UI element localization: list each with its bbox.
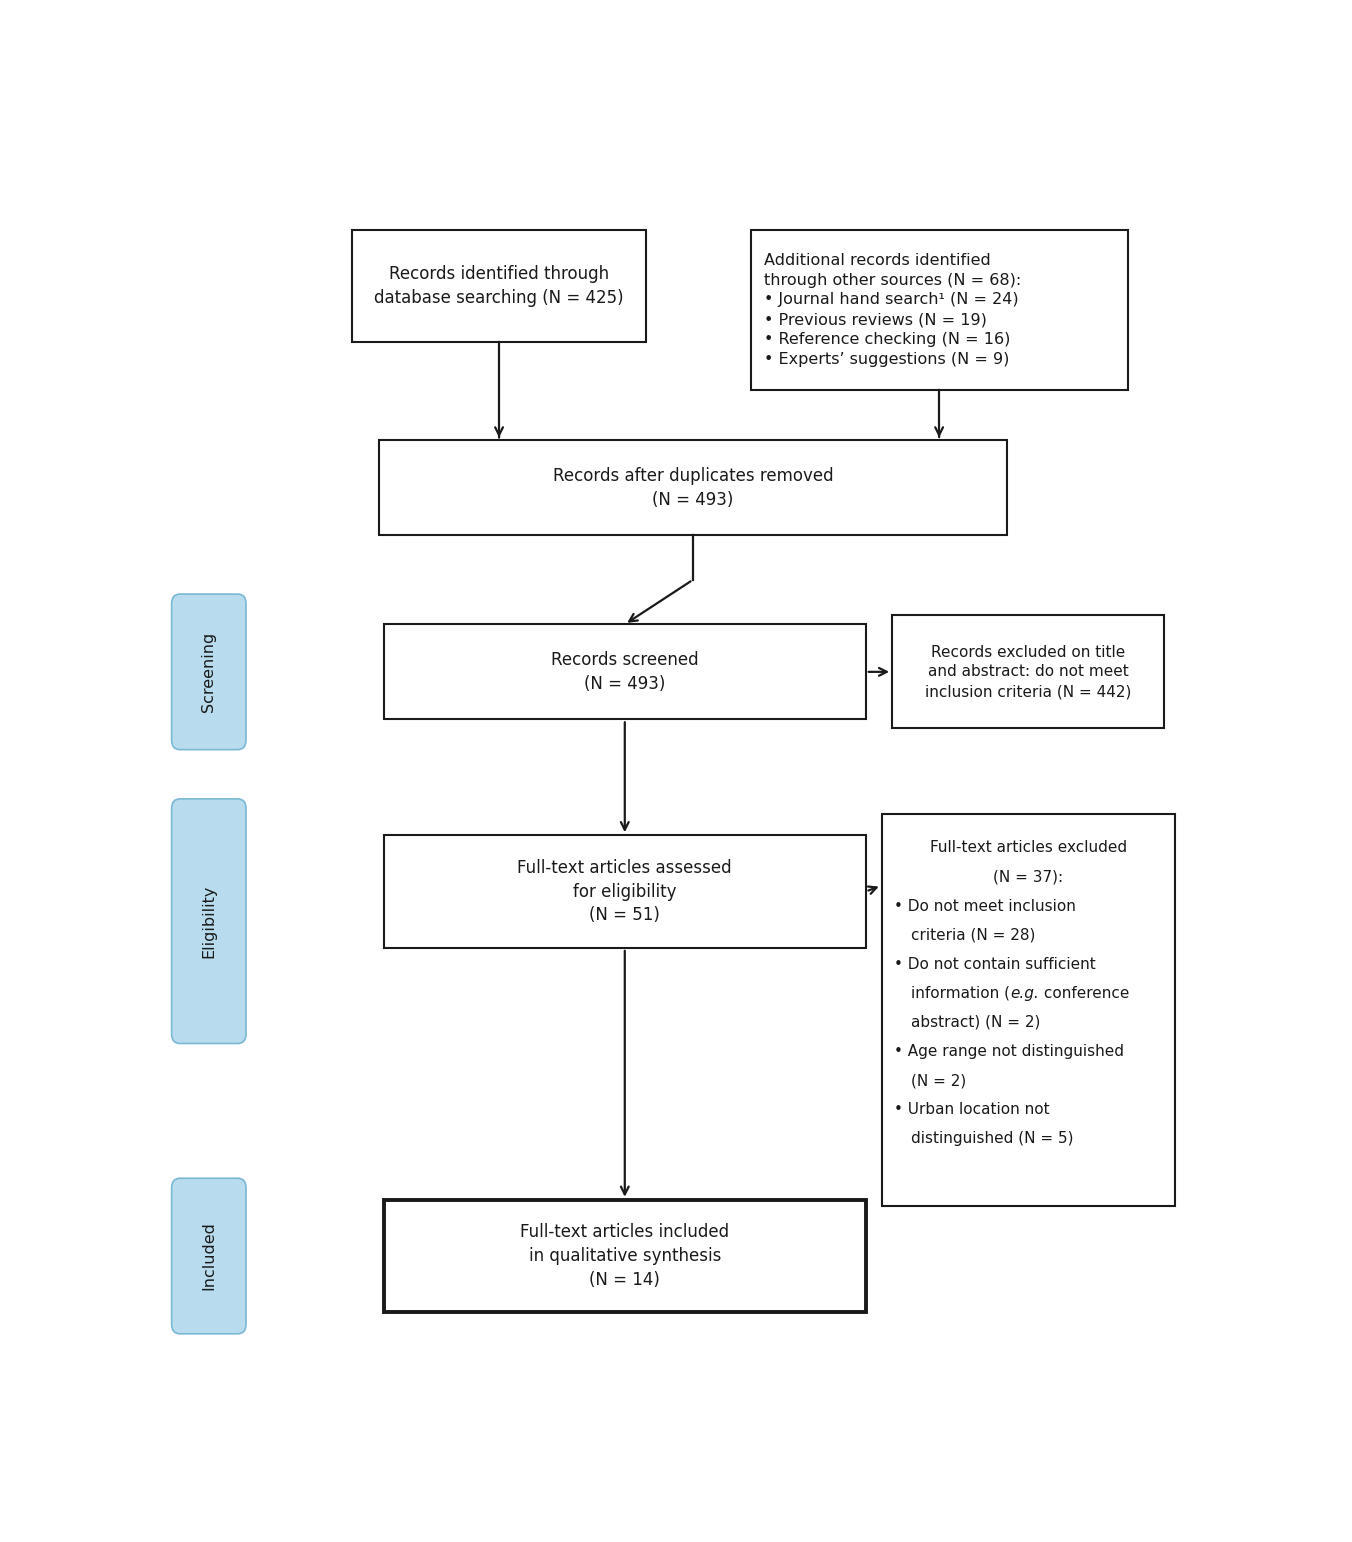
Text: criteria (N = 28): criteria (N = 28) bbox=[911, 928, 1036, 942]
Text: Records identified through
database searching (N = 425): Records identified through database sear… bbox=[375, 265, 623, 307]
FancyBboxPatch shape bbox=[172, 799, 246, 1044]
FancyBboxPatch shape bbox=[379, 441, 1007, 535]
Text: e.g.: e.g. bbox=[1010, 985, 1038, 1001]
FancyBboxPatch shape bbox=[172, 594, 246, 749]
Text: Eligibility: Eligibility bbox=[201, 885, 216, 958]
FancyBboxPatch shape bbox=[892, 615, 1164, 728]
FancyBboxPatch shape bbox=[172, 1178, 246, 1334]
Text: information (: information ( bbox=[911, 985, 1010, 1001]
Text: • Age range not distinguished: • Age range not distinguished bbox=[894, 1044, 1124, 1059]
FancyBboxPatch shape bbox=[384, 1200, 865, 1312]
Text: Full-text articles excluded: Full-text articles excluded bbox=[930, 840, 1126, 856]
Text: abstract) (N = 2): abstract) (N = 2) bbox=[911, 1015, 1040, 1030]
Text: Screening: Screening bbox=[201, 632, 216, 712]
Text: conference: conference bbox=[1038, 985, 1129, 1001]
Text: • Do not meet inclusion: • Do not meet inclusion bbox=[894, 899, 1076, 913]
Text: Included: Included bbox=[201, 1221, 216, 1291]
Text: Full-text articles assessed
for eligibility
(N = 51): Full-text articles assessed for eligibil… bbox=[518, 859, 731, 924]
Text: Records after duplicates removed
(N = 493): Records after duplicates removed (N = 49… bbox=[553, 467, 833, 509]
Text: Records screened
(N = 493): Records screened (N = 493) bbox=[552, 651, 699, 692]
FancyBboxPatch shape bbox=[750, 230, 1128, 390]
Text: (N = 37):: (N = 37): bbox=[994, 870, 1063, 885]
FancyBboxPatch shape bbox=[384, 625, 865, 719]
Text: distinguished (N = 5): distinguished (N = 5) bbox=[911, 1132, 1073, 1146]
Text: Full-text articles included
in qualitative synthesis
(N = 14): Full-text articles included in qualitati… bbox=[521, 1223, 729, 1289]
FancyBboxPatch shape bbox=[882, 814, 1175, 1206]
Text: • Do not contain sufficient: • Do not contain sufficient bbox=[894, 956, 1096, 971]
Text: Additional records identified
through other sources (N = 68):
• Journal hand sea: Additional records identified through ot… bbox=[764, 253, 1021, 367]
Text: Records excluded on title
and abstract: do not meet
inclusion criteria (N = 442): Records excluded on title and abstract: … bbox=[925, 645, 1132, 699]
Text: • Urban location not: • Urban location not bbox=[894, 1103, 1049, 1118]
FancyBboxPatch shape bbox=[353, 230, 646, 342]
FancyBboxPatch shape bbox=[384, 836, 865, 948]
Text: (N = 2): (N = 2) bbox=[911, 1073, 967, 1089]
